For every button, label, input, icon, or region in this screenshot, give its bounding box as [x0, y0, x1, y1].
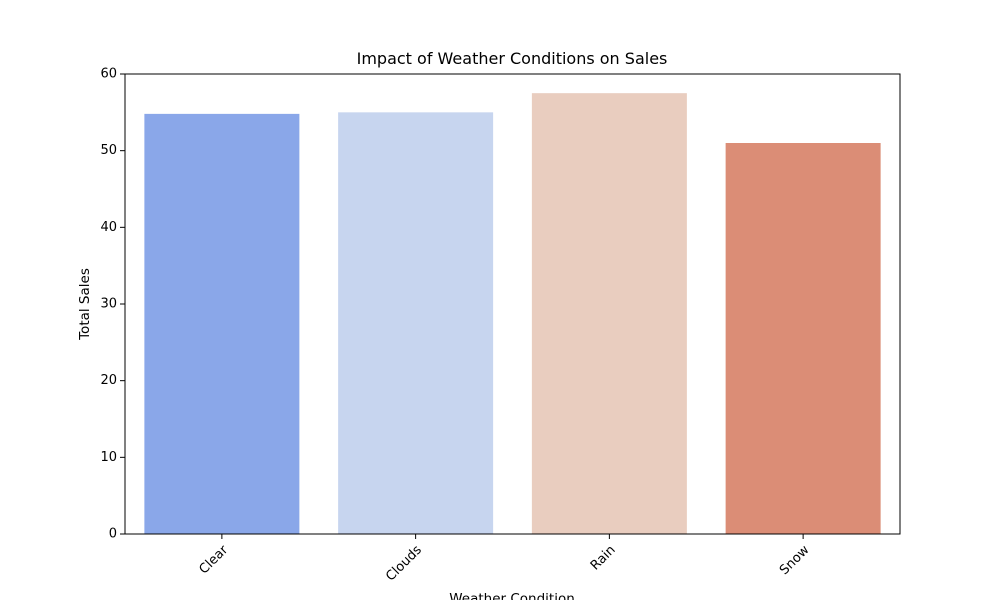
- y-tick-label: 20: [100, 373, 117, 388]
- bar-rain: [531, 93, 687, 535]
- bar-clouds: [338, 112, 494, 534]
- x-axis: Clear Clouds Rain Snow: [197, 534, 813, 584]
- y-axis: 0 10 20 30 40 50 60: [100, 67, 125, 542]
- x-tick-label: Clear: [197, 542, 232, 577]
- y-tick-label: 10: [100, 450, 117, 465]
- bar-clear: [144, 113, 300, 534]
- x-tick-label: Snow: [777, 542, 813, 578]
- y-tick-label: 40: [100, 220, 117, 235]
- x-tick-label: Clouds: [383, 543, 425, 585]
- x-axis-title: Weather Condition: [449, 591, 575, 600]
- y-tick-label: 60: [100, 67, 117, 82]
- x-tick-label: Rain: [588, 543, 619, 574]
- chart-title: Impact of Weather Conditions on Sales: [357, 49, 668, 68]
- y-tick-label: 0: [109, 527, 117, 542]
- y-tick-label: 50: [100, 143, 117, 158]
- bar-snow: [725, 143, 881, 534]
- bars-group: [144, 93, 881, 535]
- y-tick-label: 30: [100, 297, 117, 312]
- y-axis-title: Total Sales: [77, 268, 93, 341]
